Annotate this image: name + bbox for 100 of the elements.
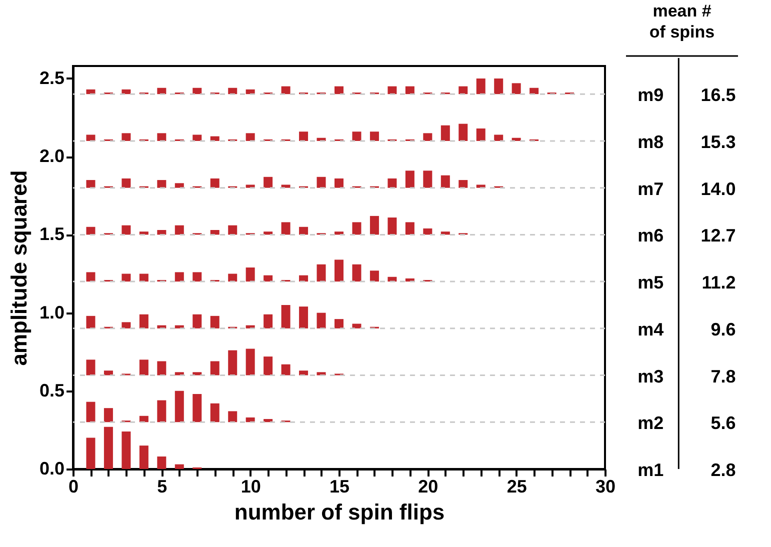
bar (405, 170, 414, 188)
bar (281, 86, 290, 94)
x-tick-label: 5 (157, 476, 168, 496)
bar (334, 178, 344, 188)
text: 16.5 (700, 85, 736, 106)
bar (405, 86, 414, 94)
bar (246, 348, 255, 376)
bar (86, 316, 96, 328)
text: m7 (638, 178, 664, 199)
y-tick-label: 1.5 (39, 224, 64, 244)
bar (122, 274, 131, 282)
bar (316, 264, 326, 282)
bar (440, 125, 450, 141)
bar (210, 403, 220, 422)
bar (246, 417, 255, 422)
bar (174, 272, 184, 282)
bar (228, 225, 238, 235)
bar (122, 322, 131, 328)
y-tick-label: 0.0 (39, 458, 64, 478)
bar (423, 228, 432, 235)
bar (210, 361, 220, 376)
bar (352, 264, 362, 282)
bar (104, 408, 113, 422)
text: 11.2 (702, 272, 736, 293)
text: m2 (638, 413, 664, 434)
bar (530, 88, 539, 94)
text: 12.7 (700, 226, 736, 246)
text: 2.8 (710, 460, 736, 480)
bar (86, 134, 96, 141)
bar (316, 312, 326, 328)
bar (405, 222, 414, 235)
text: 5.6 (710, 413, 736, 434)
bar (264, 314, 273, 328)
bar (174, 183, 184, 188)
y-tick-label: 1.0 (39, 302, 64, 322)
text: m4 (638, 319, 664, 340)
bar (281, 304, 290, 328)
bar (192, 314, 202, 328)
bar (512, 83, 521, 94)
bar (458, 86, 468, 94)
x-tick-label: 20 (418, 476, 438, 496)
bar (122, 133, 131, 141)
bar (334, 260, 344, 282)
bar (228, 88, 238, 94)
text: m6 (638, 226, 664, 246)
text: 14.0 (700, 178, 736, 199)
bar (210, 178, 220, 188)
x-tick-label: 25 (506, 476, 527, 496)
bar (228, 350, 238, 376)
text: m5 (638, 272, 664, 293)
bar (494, 78, 504, 94)
x-tick-label: 0 (68, 476, 79, 496)
bar (86, 402, 96, 422)
bar (210, 316, 220, 328)
bar (299, 306, 308, 328)
bar (246, 89, 255, 94)
bar (86, 438, 96, 469)
bar (299, 226, 308, 235)
bar (370, 270, 379, 282)
text: m1 (638, 460, 664, 480)
bar (228, 274, 238, 282)
bar (174, 225, 184, 235)
bar (388, 218, 397, 235)
bar (157, 180, 166, 188)
bar (494, 134, 504, 141)
bar (370, 132, 379, 141)
bar (476, 128, 486, 141)
y-tick-label: 2.0 (39, 146, 64, 166)
bar (281, 222, 290, 235)
bar (316, 176, 326, 188)
bar (388, 178, 397, 188)
bar (139, 446, 148, 469)
x-tick-label: 30 (595, 476, 616, 496)
bar (192, 88, 202, 94)
bar (352, 222, 362, 235)
y-tick-label: 2.5 (39, 68, 64, 88)
text: m9 (638, 85, 664, 106)
text: 7.8 (710, 366, 736, 386)
bar (192, 394, 202, 422)
bar (264, 176, 273, 188)
text: 9.6 (710, 319, 736, 340)
bar (388, 276, 397, 282)
bar (104, 370, 113, 376)
bar (122, 89, 131, 94)
bar (423, 133, 432, 141)
bar (334, 319, 344, 328)
bar (122, 178, 131, 188)
bar (299, 132, 308, 141)
bar (246, 268, 255, 282)
bar (86, 360, 96, 376)
bar (334, 86, 344, 94)
bar (157, 361, 166, 376)
bar (174, 464, 184, 469)
x-tick-label: 15 (329, 476, 350, 496)
bar (228, 411, 238, 422)
bar (157, 133, 166, 141)
bar (139, 314, 148, 328)
bar (104, 426, 113, 469)
bar (423, 170, 432, 188)
bar (86, 272, 96, 282)
